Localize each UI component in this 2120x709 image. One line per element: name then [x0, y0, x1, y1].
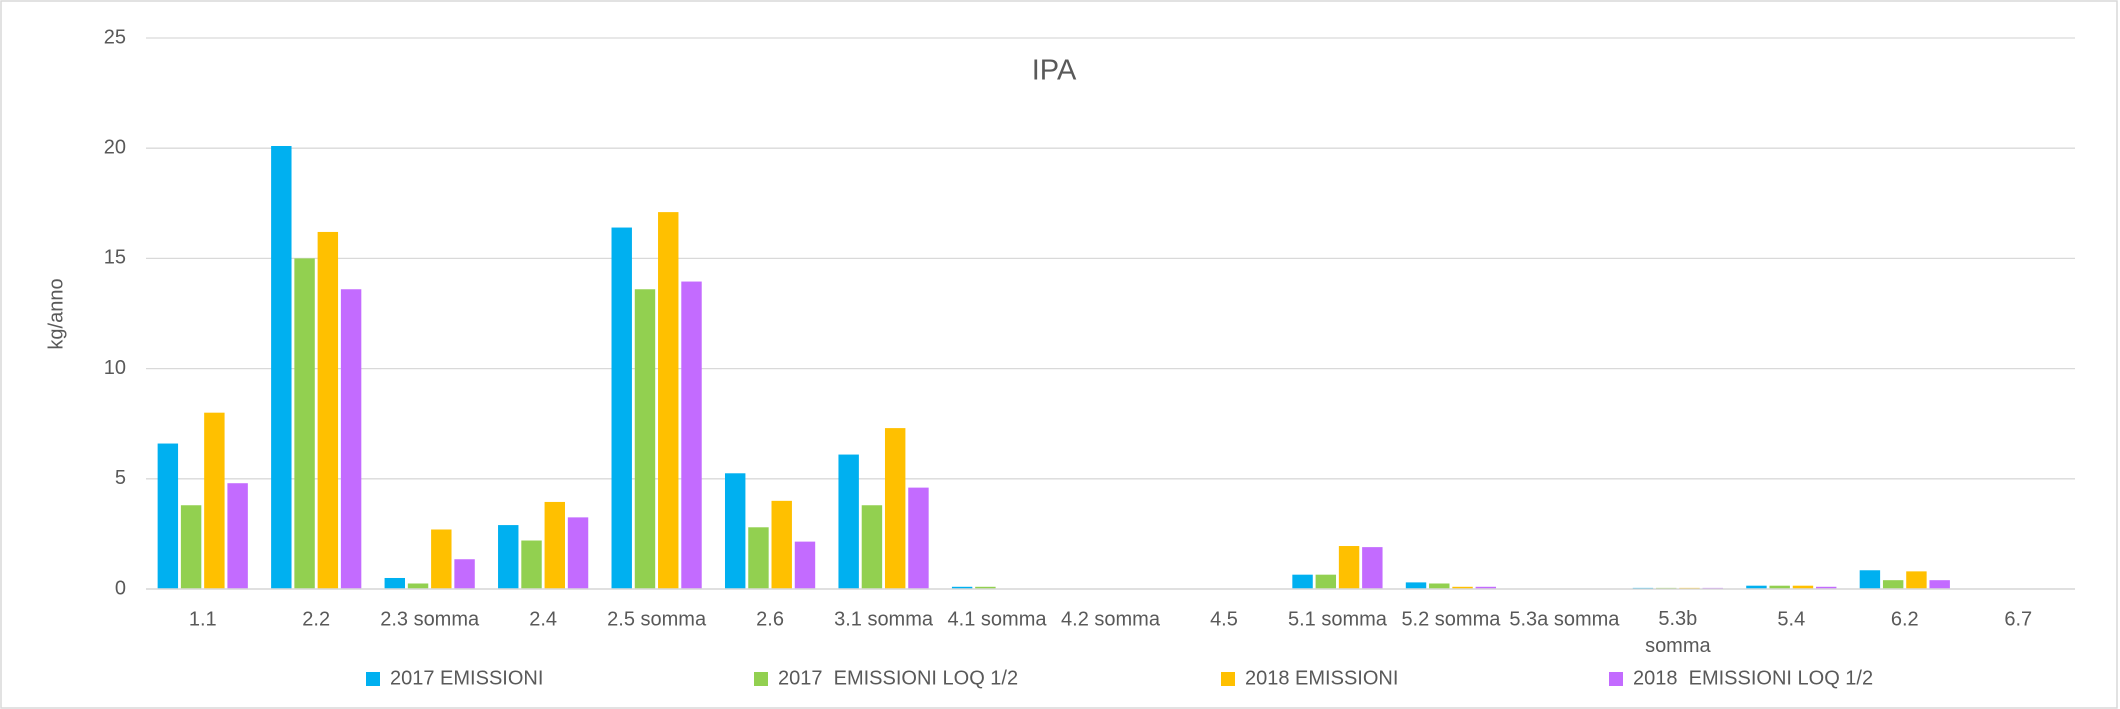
chart-title: IPA: [1032, 55, 1077, 87]
legend-label: 2018 EMISSIONI: [1245, 667, 1398, 689]
x-tick-label: 2.3 somma: [380, 608, 480, 630]
bar: [384, 577, 405, 589]
bar: [658, 212, 679, 589]
x-tick-label: 1.1: [189, 608, 217, 630]
bar: [1429, 583, 1450, 589]
x-tick-label: 2.4: [529, 608, 557, 630]
bar: [157, 443, 179, 589]
bar: [1292, 574, 1313, 589]
bar: [1362, 547, 1383, 589]
x-tick-label: 4.2 somma: [1061, 608, 1161, 630]
x-tick-label: 2.6: [756, 608, 784, 630]
bar: [1746, 585, 1767, 589]
bar: [454, 559, 475, 589]
bar: [861, 505, 883, 589]
bar: [1769, 585, 1790, 589]
y-axis-label: kg/anno: [45, 278, 67, 349]
bar: [1859, 570, 1881, 589]
bar: [794, 541, 816, 589]
bar: [227, 483, 248, 589]
y-tick-label: 25: [104, 26, 126, 48]
legend-swatch: [1221, 672, 1235, 686]
bar: [317, 231, 339, 589]
x-tick-label: 3.1 somma: [834, 608, 934, 630]
x-tick-label: 5.3b somma: [1645, 608, 1711, 657]
bar: [908, 487, 929, 589]
bar: [1405, 582, 1427, 589]
y-tick-label: 5: [115, 467, 126, 489]
bar: [1792, 585, 1814, 589]
legend-swatch: [366, 672, 380, 686]
x-tick-label: 2.2: [302, 608, 330, 630]
bar: [611, 227, 632, 589]
bar: [884, 428, 906, 589]
legend-swatch: [1609, 672, 1623, 686]
x-tick-label: 5.2 somma: [1401, 608, 1501, 630]
bar: [1816, 586, 1837, 589]
bar: [1882, 580, 1904, 589]
x-tick-label: 5.1 somma: [1288, 608, 1388, 630]
y-tick-label: 10: [104, 357, 126, 379]
legend-label: 2018 EMISSIONI LOQ 1/2: [1633, 667, 1873, 689]
bar: [1452, 586, 1473, 589]
bar: [498, 525, 519, 589]
bar: [340, 289, 362, 589]
bar: [1338, 546, 1360, 589]
bar: [975, 586, 996, 589]
legend-label: 2017 EMISSIONI: [390, 667, 543, 689]
bar: [951, 586, 973, 589]
bar: [724, 473, 746, 589]
x-tick-label: 5.4: [1777, 608, 1805, 630]
bar: [1929, 580, 1950, 589]
bar: [180, 505, 202, 589]
bar: [521, 540, 542, 589]
x-tick-label: 6.7: [2004, 608, 2032, 630]
x-tick-label: 4.1 somma: [948, 608, 1048, 630]
bar: [294, 258, 315, 589]
bar: [407, 583, 429, 589]
x-tick-label: 2.5 somma: [607, 608, 707, 630]
bar: [544, 501, 565, 589]
bar: [431, 529, 452, 589]
x-tick-label: 6.2: [1891, 608, 1919, 630]
bar: [634, 289, 656, 589]
bar: [748, 527, 769, 589]
bar: [1906, 571, 1927, 589]
x-tick-label: 4.5: [1210, 608, 1238, 630]
bar: [681, 281, 702, 589]
bar: [1315, 574, 1337, 589]
bar: [567, 517, 589, 589]
bar: [838, 454, 859, 589]
y-tick-label: 20: [104, 136, 126, 158]
bar: [271, 145, 292, 589]
bar: [1475, 586, 1497, 589]
bar: [204, 412, 225, 589]
legend-swatch: [754, 672, 768, 686]
legend-label: 2017 EMISSIONI LOQ 1/2: [778, 667, 1018, 689]
y-tick-label: 0: [115, 577, 126, 599]
x-tick-label: 5.3a somma: [1509, 608, 1620, 630]
y-tick-label: 15: [104, 247, 126, 269]
bar: [771, 500, 792, 589]
